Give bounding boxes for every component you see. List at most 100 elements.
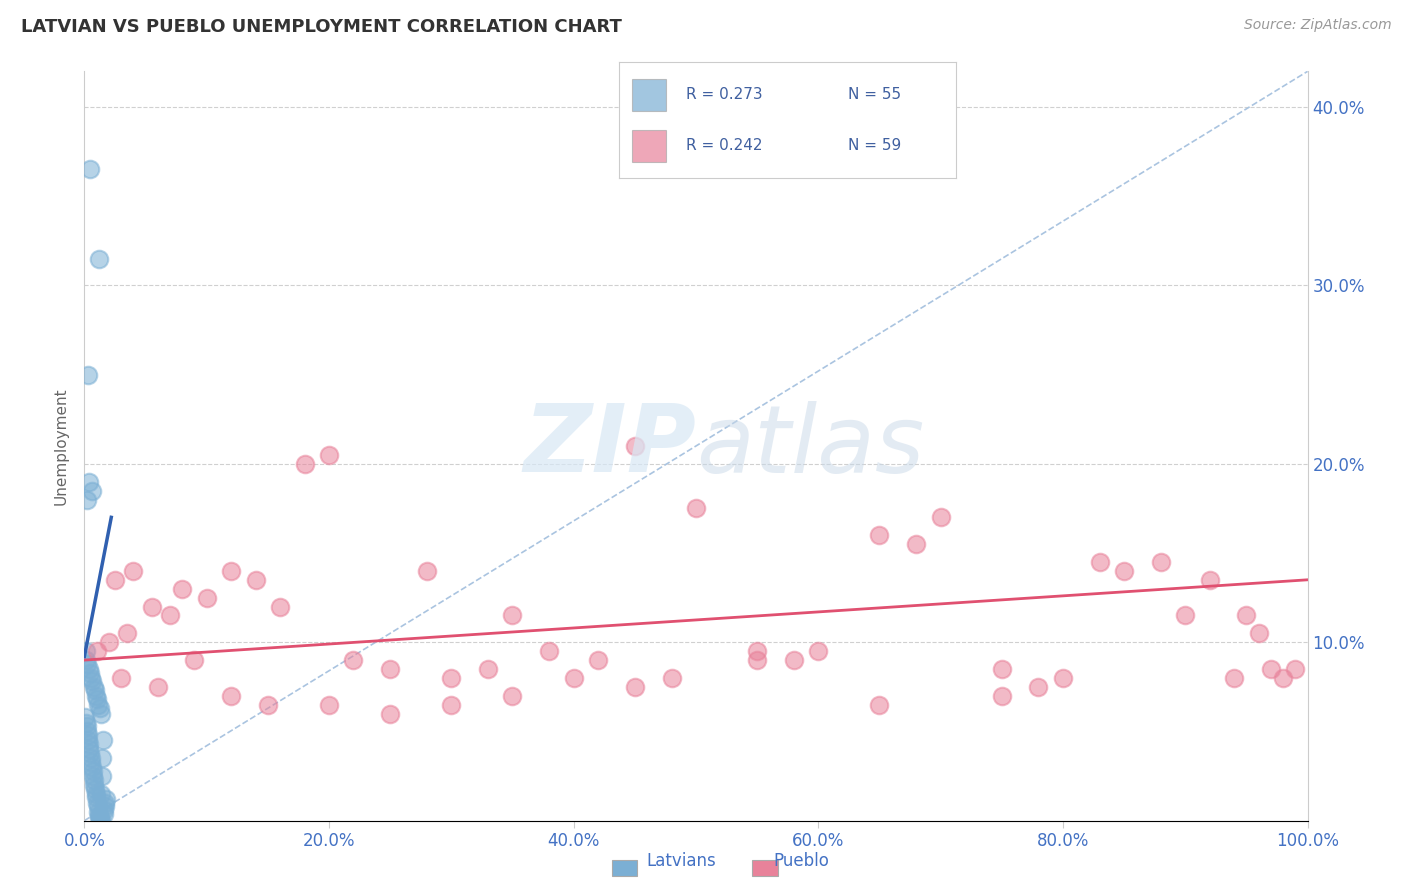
Point	[685, 501, 707, 516]
Point	[75, 710, 97, 724]
Point	[80, 751, 103, 765]
Point	[86, 799, 108, 814]
Point	[807, 644, 830, 658]
Point	[661, 671, 683, 685]
Point	[172, 582, 194, 596]
Point	[86, 644, 108, 658]
Point	[122, 564, 145, 578]
Point	[83, 680, 105, 694]
Point	[294, 457, 316, 471]
Point	[1260, 662, 1282, 676]
Point	[991, 689, 1014, 703]
Point	[380, 706, 402, 721]
Point	[89, 813, 111, 827]
Text: ZIP: ZIP	[523, 400, 696, 492]
Point	[76, 728, 98, 742]
Point	[141, 599, 163, 614]
Point	[79, 742, 101, 756]
Point	[110, 671, 132, 685]
Point	[76, 657, 98, 671]
Point	[90, 787, 112, 801]
Point	[342, 653, 364, 667]
Point	[1174, 608, 1197, 623]
Point	[869, 528, 891, 542]
Point	[75, 653, 97, 667]
Point	[87, 698, 110, 712]
Point	[747, 644, 769, 658]
Point	[89, 810, 111, 824]
Point	[245, 573, 267, 587]
Point	[440, 698, 463, 712]
Point	[84, 787, 107, 801]
Point	[257, 698, 280, 712]
Point	[86, 692, 108, 706]
Point	[416, 564, 439, 578]
Point	[624, 680, 647, 694]
Point	[91, 733, 114, 747]
Point	[869, 698, 891, 712]
Point	[1028, 680, 1050, 694]
Point	[77, 733, 100, 747]
Point	[89, 701, 111, 715]
Point	[1088, 555, 1111, 569]
Point	[97, 635, 120, 649]
Point	[159, 608, 181, 623]
Point	[83, 778, 105, 792]
Point	[1284, 662, 1306, 676]
Point	[86, 790, 108, 805]
Point	[783, 653, 806, 667]
Point	[82, 674, 104, 689]
Point	[94, 796, 117, 810]
Text: N = 55: N = 55	[848, 87, 901, 103]
Point	[84, 689, 107, 703]
Point	[76, 492, 98, 507]
Point	[477, 662, 499, 676]
Point	[82, 769, 104, 783]
Point	[93, 806, 115, 821]
Point	[80, 760, 103, 774]
Text: R = 0.273: R = 0.273	[686, 87, 762, 103]
Point	[87, 252, 110, 266]
Text: N = 59: N = 59	[848, 138, 901, 153]
Point	[991, 662, 1014, 676]
Point	[502, 689, 524, 703]
Point	[502, 608, 524, 623]
Text: R = 0.242: R = 0.242	[686, 138, 762, 153]
Point	[562, 671, 585, 685]
Point	[440, 671, 463, 685]
Point	[1198, 573, 1220, 587]
Point	[79, 665, 101, 680]
Point	[269, 599, 291, 614]
Point	[84, 781, 107, 796]
Point	[87, 805, 110, 819]
Point	[77, 368, 100, 382]
FancyBboxPatch shape	[633, 129, 666, 162]
Point	[1052, 671, 1074, 685]
Point	[93, 803, 115, 817]
Text: Latvians: Latvians	[647, 852, 717, 870]
Point	[89, 812, 111, 826]
Point	[538, 644, 561, 658]
Point	[219, 689, 242, 703]
Point	[83, 772, 105, 787]
Point	[1236, 608, 1258, 623]
Text: atlas: atlas	[696, 401, 924, 491]
Point	[79, 162, 101, 177]
Text: Pueblo: Pueblo	[773, 852, 830, 870]
Point	[76, 724, 98, 739]
Point	[747, 653, 769, 667]
Point	[75, 715, 97, 730]
Point	[90, 769, 112, 783]
Point	[586, 653, 609, 667]
Point	[91, 751, 114, 765]
Point	[86, 796, 108, 810]
Point	[77, 662, 100, 676]
Y-axis label: Unemployment: Unemployment	[53, 387, 69, 505]
Point	[83, 683, 105, 698]
Point	[80, 483, 103, 498]
Point	[146, 680, 169, 694]
Point	[905, 537, 928, 551]
Point	[76, 719, 98, 733]
Point	[1114, 564, 1136, 578]
Point	[94, 799, 117, 814]
